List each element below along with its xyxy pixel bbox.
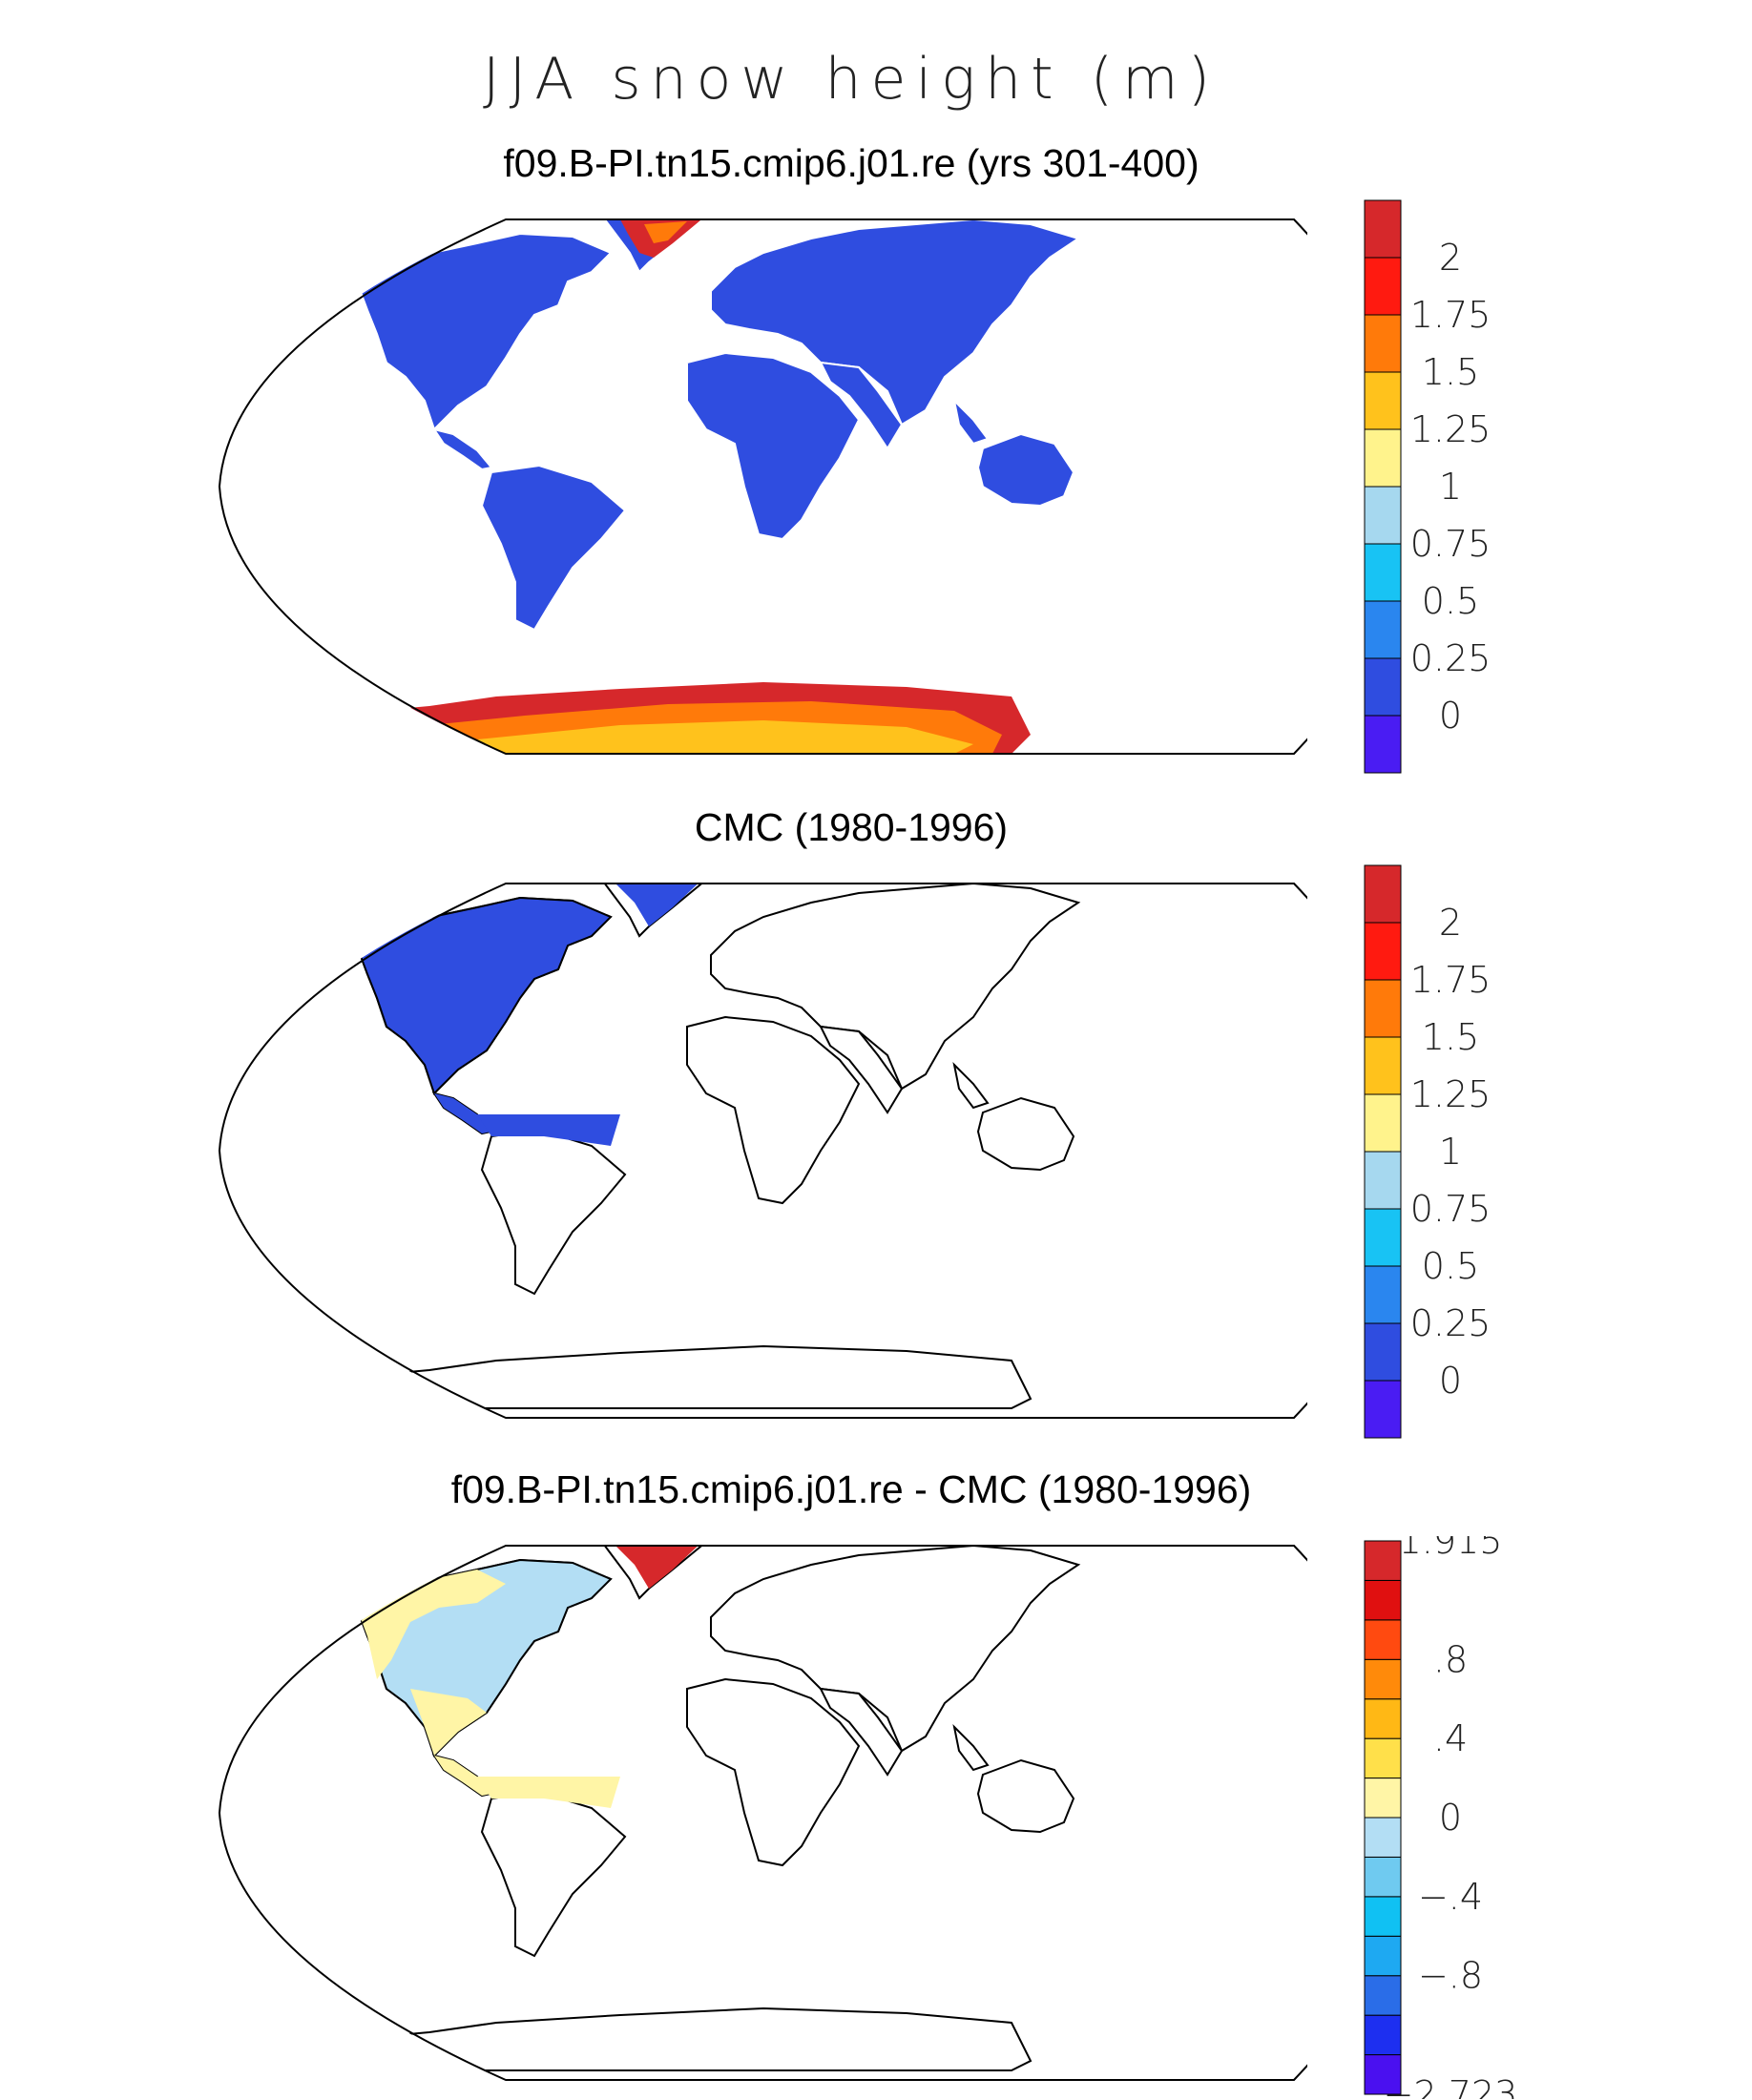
colorbar-swatch <box>1364 428 1402 488</box>
colorbar-tick-label: 0.25 <box>1410 1302 1491 1344</box>
panel-1-title: f09.B-PI.tn15.cmip6.j01.re (yrs 301-400) <box>503 141 1199 185</box>
model-map <box>218 218 1307 755</box>
panel-2-title: CMC (1980-1996) <box>694 805 1009 849</box>
colorbar-tick-label: 0.75 <box>1410 523 1491 565</box>
colorbar-swatch <box>1364 1093 1402 1153</box>
colorbar-tick-label: 1.75 <box>1410 294 1491 336</box>
colorbar-swatch <box>1364 600 1402 659</box>
cmc-map <box>218 883 1307 1419</box>
panel-3-title: f09.B-PI.tn15.cmip6.j01.re - CMC (1980-1… <box>450 1467 1252 1511</box>
colorbar-tick-label: 1.25 <box>1410 1073 1491 1115</box>
colorbar-tick-label: 2 <box>1439 902 1462 944</box>
colorbar-swatch <box>1364 1265 1402 1324</box>
colorbar-swatch <box>1364 1036 1402 1095</box>
colorbar-tick-label: 0 <box>1439 1360 1462 1402</box>
colorbar-tick-label: 0.5 <box>1422 580 1479 622</box>
colorbar-2: 0 0.25 0.5 0.75 1 1.25 1.5 1.75 2 <box>1364 864 1491 1439</box>
colorbar-tick-label: 0.5 <box>1422 1245 1479 1287</box>
colorbar-swatch <box>1364 1579 1402 1621</box>
colorbar-swatch <box>1364 2014 1402 2056</box>
colorbar-swatch <box>1364 715 1402 774</box>
colorbar-tick-label: 1.25 <box>1410 408 1491 450</box>
colorbar-tick-label: 1.75 <box>1410 959 1491 1001</box>
difference-map <box>218 1545 1307 2081</box>
colorbar-tick-label: 0.75 <box>1410 1188 1491 1230</box>
colorbar-swatch <box>1364 1658 1402 1700</box>
colorbar-swatch <box>1364 1817 1402 1858</box>
colorbar-tick-label: 1.5 <box>1422 351 1479 393</box>
colorbar-tick-label: 1 <box>1439 1131 1462 1173</box>
colorbar-swatch <box>1364 371 1402 430</box>
colorbar-tick-label: −.8 <box>1418 1955 1483 1997</box>
colorbar-tick-label: 0.25 <box>1410 637 1491 679</box>
colorbar-tick-label: 1.915 <box>1399 1536 1503 1562</box>
colorbar-tick-label: −2.723 <box>1384 2073 1518 2099</box>
colorbar-tick-label: 1.5 <box>1422 1016 1479 1058</box>
figure-title: JJA snow height (m) <box>482 46 1220 113</box>
colorbar-swatch <box>1364 257 1402 316</box>
colorbar-swatch <box>1364 1856 1402 1898</box>
colorbar-swatch <box>1364 1975 1402 2016</box>
colorbar-swatch <box>1364 314 1402 373</box>
colorbar-swatch <box>1364 1778 1402 1819</box>
colorbar-swatch <box>1364 1698 1402 1739</box>
colorbar-swatch <box>1364 1208 1402 1267</box>
colorbar-swatch <box>1364 1322 1402 1382</box>
colorbar-swatch <box>1364 1896 1402 1937</box>
colorbar-swatch <box>1364 1737 1402 1779</box>
colorbar-tick-label: 0 <box>1439 695 1462 737</box>
colorbar-3: 1.915 .8 .4 0 −.4 −.8 −2.723 <box>1364 1536 1518 2099</box>
colorbar-swatch <box>1364 1380 1402 1439</box>
colorbar-1: 0 0.25 0.5 0.75 1 1.25 1.5 1.75 2 <box>1364 199 1491 774</box>
colorbar-swatch <box>1364 2054 1402 2095</box>
colorbar-swatch <box>1364 657 1402 717</box>
colorbar-swatch <box>1364 543 1402 602</box>
colorbar-swatch <box>1364 1151 1402 1210</box>
colorbar-swatch <box>1364 1619 1402 1660</box>
colorbar-tick-label: 0 <box>1439 1797 1462 1839</box>
colorbar-tick-label: −.4 <box>1418 1876 1483 1918</box>
colorbar-swatch <box>1364 199 1402 259</box>
colorbar-swatch <box>1364 486 1402 545</box>
colorbar-tick-label: .4 <box>1433 1717 1468 1759</box>
colorbar-swatch <box>1364 922 1402 981</box>
colorbar-swatch <box>1364 864 1402 924</box>
colorbar-swatch <box>1364 1540 1402 1581</box>
colorbar-swatch <box>1364 1935 1402 1977</box>
colorbar-tick-label: .8 <box>1433 1638 1468 1680</box>
colorbar-swatch <box>1364 979 1402 1038</box>
colorbar-tick-label: 2 <box>1439 237 1462 279</box>
colorbar-tick-label: 1 <box>1439 466 1462 508</box>
